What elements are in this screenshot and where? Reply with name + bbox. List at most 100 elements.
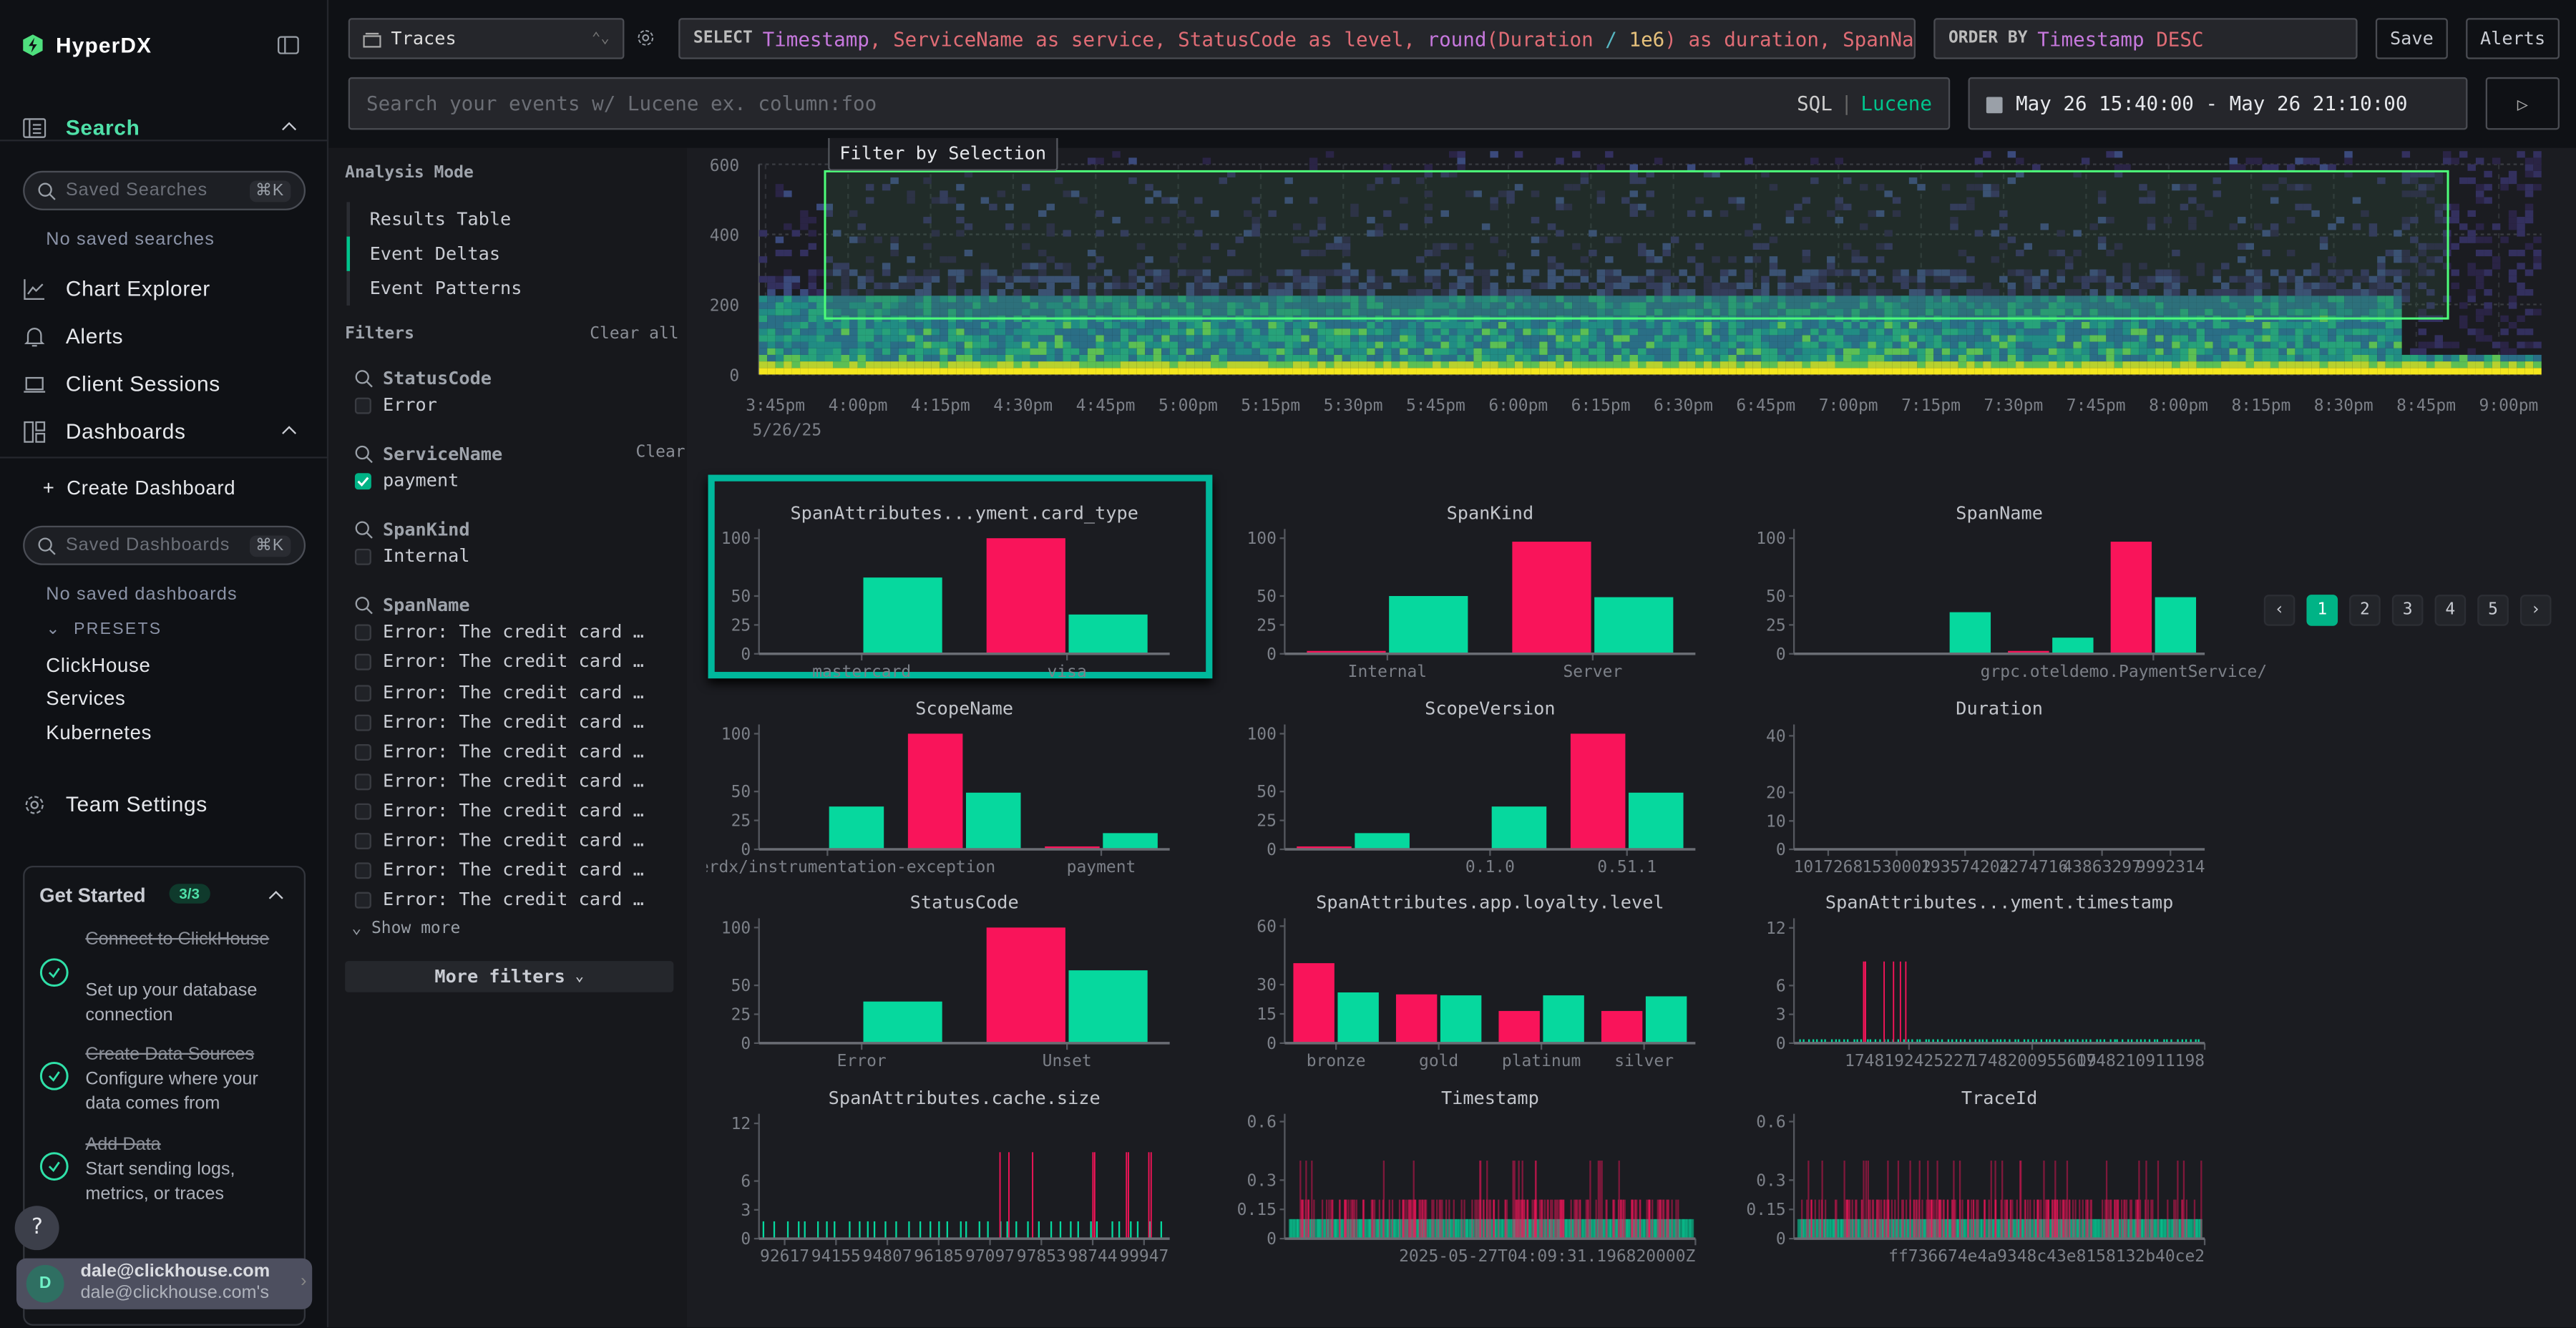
chart-spanattributes-yment-card-type[interactable]: SpanAttributes...yment.card_type02550100… [706, 501, 1232, 695]
preset-kubernetes[interactable]: Kubernetes [46, 721, 152, 745]
bar-selection[interactable] [1498, 1010, 1540, 1043]
bar-selection[interactable] [1307, 650, 1386, 654]
page-4-button[interactable]: 4 [2434, 595, 2467, 626]
more-filters-button[interactable]: More filters ⌄ [345, 961, 674, 992]
bar-selection[interactable] [1293, 963, 1335, 1043]
filter-checkbox[interactable] [354, 773, 371, 790]
selection-box[interactable] [824, 170, 2449, 320]
mode-event-deltas[interactable]: Event Deltas [369, 243, 501, 265]
bar-selection[interactable] [907, 733, 963, 849]
filter-value-label[interactable]: Error [382, 394, 437, 416]
chevron-up-icon[interactable] [281, 426, 298, 436]
filter-value-label[interactable]: Error: The credit card … [382, 799, 644, 821]
chart-spanattributes-yment-timestamp[interactable]: SpanAttributes...yment.timestamp03612174… [1742, 890, 2268, 1084]
page-2-button[interactable]: 2 [2349, 595, 2381, 626]
bar-selection[interactable] [1601, 1010, 1643, 1043]
chart-spanattributes-app-loyalty-level[interactable]: SpanAttributes.app.loyalty.level0153060b… [1232, 890, 1758, 1084]
filter-value-label[interactable]: Error: The credit card … [382, 889, 644, 911]
bar-selection[interactable] [2110, 542, 2152, 654]
filter-group-servicename[interactable]: ServiceName [355, 444, 502, 465]
sidebar-item-client-sessions[interactable]: Client Sessions [23, 371, 220, 396]
filter-checkbox[interactable] [354, 892, 371, 909]
bar-selection[interactable] [1570, 733, 1626, 849]
bar-selection[interactable] [1395, 994, 1438, 1043]
bar-background[interactable] [1491, 806, 1547, 849]
sidebar-item-search[interactable]: Search [23, 115, 140, 140]
bar-background[interactable] [863, 1001, 942, 1043]
mode-event-patterns[interactable]: Event Patterns [369, 278, 522, 299]
presets-toggle[interactable]: ⌄ PRESETS [46, 620, 162, 640]
bar-background[interactable] [1103, 833, 1158, 849]
sql-toggle[interactable]: SQL [1797, 92, 1833, 115]
chart-scopename[interactable]: ScopeName02550100@hyperdx/instrumentatio… [706, 696, 1232, 890]
filter-group-statuscode[interactable]: StatusCode [355, 368, 492, 389]
search-input[interactable]: Search your events w/ Lucene ex. column:… [348, 77, 1951, 130]
next-page-button[interactable]: › [2519, 595, 2552, 626]
filter-by-selection-button[interactable]: Filter by Selection [828, 137, 1058, 171]
filter-checkbox[interactable] [354, 473, 371, 490]
filter-checkbox[interactable] [354, 713, 371, 731]
user-menu[interactable]: D dale@clickhouse.com dale@clickhouse.co… [16, 1258, 313, 1309]
bar-background[interactable] [1594, 597, 1674, 654]
sidebar-item-team-settings[interactable]: Team Settings [23, 792, 208, 816]
sidebar-item-alerts[interactable]: Alerts [23, 323, 123, 348]
bar-background[interactable] [965, 792, 1021, 849]
bar-background[interactable] [1389, 595, 1468, 654]
bar-background[interactable] [1629, 792, 1684, 849]
chevron-up-icon[interactable] [281, 122, 298, 132]
prev-page-button[interactable]: ‹ [2263, 595, 2296, 626]
page-5-button[interactable]: 5 [2477, 595, 2509, 626]
bar-selection[interactable] [986, 927, 1065, 1043]
logo[interactable]: HyperDX [23, 33, 152, 57]
bar-background[interactable] [1440, 995, 1482, 1043]
filter-value-label[interactable]: Error: The credit card … [382, 740, 644, 762]
filter-value-label[interactable]: Error: The credit card … [382, 770, 644, 792]
bar-background[interactable] [1068, 970, 1148, 1043]
bar-selection[interactable] [1512, 542, 1591, 654]
filter-group-spanname[interactable]: SpanName [355, 595, 470, 617]
saved-dashboards-input[interactable]: Saved Dashboards ⌘K [23, 525, 306, 565]
filter-checkbox[interactable] [354, 684, 371, 701]
chart-spanname[interactable]: SpanName02550100grpc.oteldemo.PaymentSer… [1742, 501, 2268, 695]
bar-background[interactable] [2155, 597, 2197, 654]
bar-selection[interactable] [1045, 846, 1100, 849]
filter-checkbox[interactable] [354, 833, 371, 849]
clear-all-button[interactable]: Clear all [590, 325, 679, 343]
filter-value-label[interactable]: Error: The credit card … [382, 651, 644, 673]
filter-value-label[interactable]: Error: The credit card … [382, 621, 644, 643]
filter-value-label[interactable]: Error: The credit card … [382, 711, 644, 733]
bar-background[interactable] [863, 577, 942, 654]
sidebar-item-chart-explorer[interactable]: Chart Explorer [23, 276, 210, 301]
bar-background[interactable] [1645, 996, 1687, 1043]
chart-timestamp[interactable]: Timestamp00.150.30.62025-05-27T04:09:31.… [1232, 1086, 1758, 1280]
filter-value-label[interactable]: Error: The credit card … [382, 859, 644, 881]
mode-results-table[interactable]: Results Table [369, 208, 512, 230]
time-range-picker[interactable]: May 26 15:40:00 - May 26 21:10:00 [1968, 77, 2468, 130]
saved-searches-input[interactable]: Saved Searches ⌘K [23, 170, 306, 210]
select-query-input[interactable]: SELECT Timestamp, ServiceName as service… [678, 18, 1916, 59]
chart-traceid[interactable]: TraceId00.150.30.6ff736674e4a9348c43e815… [1742, 1086, 2268, 1280]
chevron-up-icon[interactable] [268, 890, 284, 900]
sidebar-item-dashboards[interactable]: Dashboards [23, 419, 186, 444]
filter-checkbox[interactable] [354, 803, 371, 820]
bar-background[interactable] [1337, 992, 1379, 1043]
filter-value-label[interactable]: Error: The credit card … [382, 829, 644, 851]
bar-background[interactable] [829, 806, 884, 849]
bar-selection[interactable] [1297, 846, 1352, 849]
filter-group-spankind[interactable]: SpanKind [355, 519, 470, 541]
filter-checkbox[interactable] [354, 625, 371, 642]
source-select[interactable]: Traces ⌃⌄ [348, 18, 625, 59]
show-more-button[interactable]: ⌄ Show more [351, 919, 461, 938]
bar-background[interactable] [1949, 612, 1991, 654]
run-query-button[interactable]: ▷ [2485, 77, 2560, 130]
bar-selection[interactable] [986, 538, 1065, 654]
page-1-button[interactable]: 1 [2306, 595, 2338, 626]
preset-clickhouse[interactable]: ClickHouse [46, 653, 151, 677]
bar-background[interactable] [2052, 638, 2094, 654]
filter-checkbox[interactable] [354, 743, 371, 761]
preset-services[interactable]: Services [46, 686, 126, 710]
